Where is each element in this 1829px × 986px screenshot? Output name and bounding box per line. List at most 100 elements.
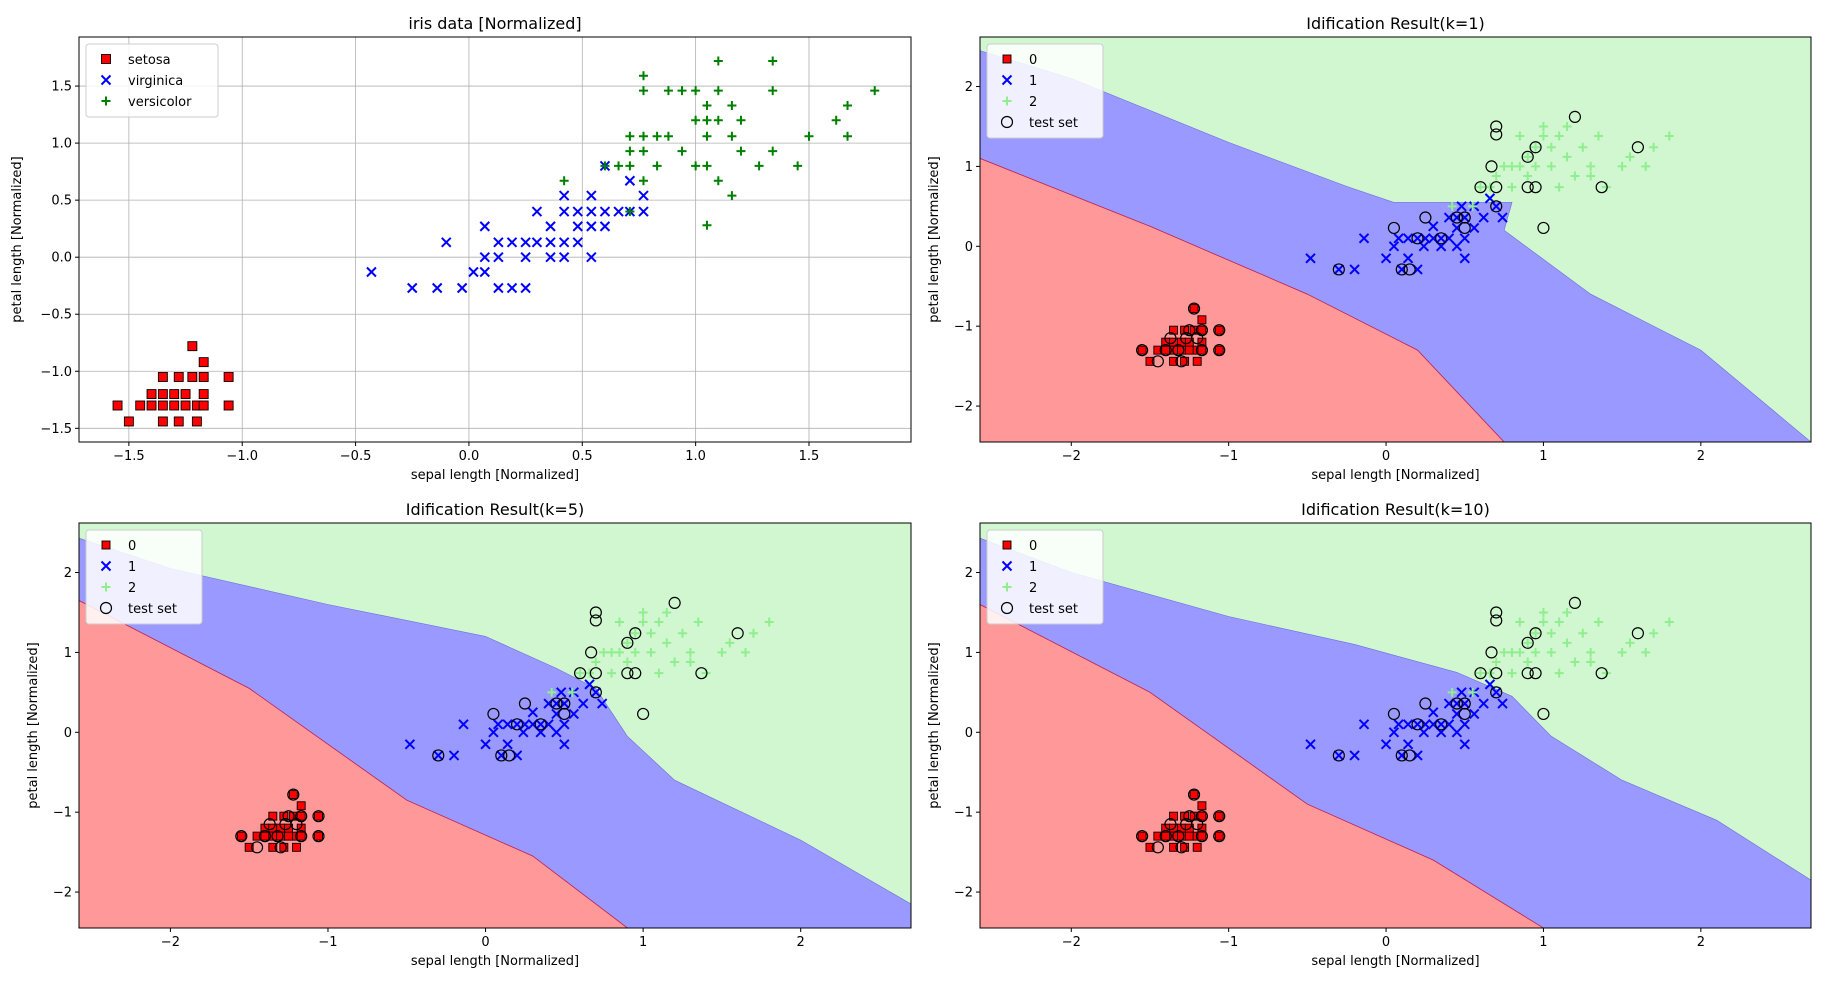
data-point bbox=[169, 389, 180, 400]
data-point bbox=[1197, 811, 1207, 821]
data-point bbox=[287, 788, 300, 801]
data-point bbox=[663, 86, 673, 96]
data-point bbox=[1531, 647, 1541, 657]
data-point bbox=[1594, 617, 1604, 627]
series-2 bbox=[547, 607, 774, 697]
data-point bbox=[693, 617, 703, 627]
legend-marker bbox=[1002, 540, 1012, 550]
data-point bbox=[1161, 831, 1171, 841]
data-point bbox=[531, 237, 543, 248]
series-versicolor bbox=[559, 56, 880, 230]
data-point bbox=[1562, 121, 1572, 131]
data-point bbox=[1180, 325, 1190, 335]
data-point bbox=[493, 282, 504, 294]
data-point bbox=[236, 831, 246, 841]
data-point bbox=[831, 115, 841, 125]
data-point bbox=[1395, 749, 1408, 762]
legend-label: 1 bbox=[128, 560, 136, 575]
y-tick-label: −2 bbox=[954, 886, 973, 901]
data-point bbox=[1403, 749, 1416, 762]
data-point bbox=[1468, 687, 1478, 697]
data-point bbox=[621, 667, 634, 680]
data-point bbox=[1195, 344, 1209, 357]
data-point bbox=[691, 115, 701, 125]
data-point bbox=[173, 372, 184, 382]
decision-region-red bbox=[980, 157, 1505, 442]
data-point bbox=[585, 646, 598, 659]
data-point bbox=[638, 176, 648, 186]
data-point bbox=[677, 86, 687, 96]
data-point bbox=[1515, 131, 1525, 141]
data-point bbox=[1546, 161, 1556, 171]
data-point bbox=[1507, 668, 1517, 678]
legend-marker bbox=[101, 54, 111, 64]
data-point bbox=[547, 687, 557, 697]
x-tick-label: −1 bbox=[1219, 449, 1238, 464]
data-point bbox=[662, 638, 672, 648]
legend-marker bbox=[101, 540, 111, 550]
data-point bbox=[590, 687, 602, 698]
legend-marker bbox=[1002, 582, 1012, 592]
data-point bbox=[1349, 750, 1360, 761]
data-point bbox=[621, 636, 634, 649]
data-point bbox=[1332, 263, 1345, 276]
x-tick-label: 2 bbox=[1697, 935, 1705, 950]
data-point bbox=[288, 790, 298, 800]
data-point bbox=[1490, 667, 1503, 680]
data-point bbox=[493, 251, 504, 263]
data-point bbox=[1523, 638, 1533, 648]
series-virginica bbox=[366, 160, 649, 294]
data-point bbox=[1332, 749, 1345, 762]
data-point bbox=[725, 638, 735, 648]
data-point bbox=[764, 617, 774, 627]
data-point bbox=[613, 206, 624, 217]
data-point bbox=[1197, 831, 1207, 841]
x-tick-label: −1 bbox=[318, 935, 337, 950]
data-point bbox=[713, 115, 723, 125]
data-point bbox=[1197, 315, 1207, 325]
data-point bbox=[1538, 607, 1548, 617]
data-point bbox=[1151, 355, 1164, 368]
data-point bbox=[1554, 617, 1564, 627]
data-point bbox=[1617, 647, 1627, 657]
data-point bbox=[1195, 810, 1209, 823]
data-point bbox=[1450, 697, 1463, 710]
data-point bbox=[456, 282, 468, 294]
legend-label: 0 bbox=[1029, 539, 1037, 554]
data-point bbox=[1145, 356, 1155, 366]
x-tick-label: −2 bbox=[161, 935, 180, 950]
data-point bbox=[691, 86, 701, 96]
data-point bbox=[1490, 200, 1503, 213]
data-point bbox=[685, 657, 695, 667]
y-tick-label: −0.5 bbox=[40, 308, 72, 323]
data-point bbox=[1388, 241, 1400, 252]
x-tick-label: 2 bbox=[797, 935, 805, 950]
data-point bbox=[493, 237, 504, 248]
data-point bbox=[614, 647, 624, 657]
data-point bbox=[654, 668, 664, 678]
legend-marker bbox=[100, 74, 112, 86]
data-point bbox=[589, 667, 602, 680]
data-point bbox=[663, 131, 673, 141]
data-point bbox=[567, 687, 577, 697]
series-test-set bbox=[1136, 596, 1644, 854]
legend-label: 2 bbox=[1029, 95, 1037, 110]
data-point bbox=[274, 841, 287, 854]
data-point bbox=[1136, 344, 1149, 357]
data-point bbox=[691, 161, 701, 171]
data-point bbox=[1568, 596, 1582, 609]
data-point bbox=[1474, 667, 1487, 680]
data-point bbox=[1529, 141, 1542, 154]
legend-box bbox=[986, 529, 1104, 625]
data-point bbox=[1554, 668, 1564, 678]
data-point bbox=[1172, 830, 1185, 843]
data-point bbox=[1578, 142, 1588, 152]
data-point bbox=[1546, 628, 1556, 638]
data-point bbox=[1491, 171, 1501, 181]
y-tick-label: 2 bbox=[965, 80, 973, 95]
data-point bbox=[1490, 128, 1503, 141]
series-2 bbox=[1447, 121, 1674, 211]
series-2 bbox=[1447, 607, 1674, 697]
data-point bbox=[727, 131, 737, 141]
